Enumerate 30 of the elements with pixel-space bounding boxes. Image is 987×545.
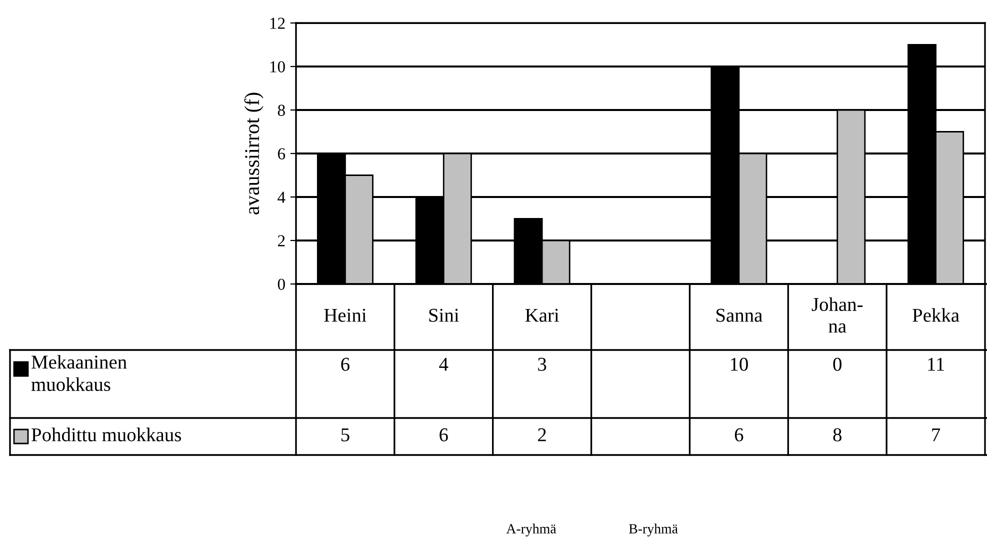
data-label: 0 [833, 358, 842, 371]
legend-label: Mekaaninen muokkaus [31, 355, 127, 392]
y-tick-label: 0 [278, 278, 285, 290]
y-tick-label: 12 [270, 18, 285, 29]
y-axis-title: avaussiirrot (f) [244, 92, 264, 214]
x-tick-label: Sini [429, 308, 459, 322]
y-tick-label: 2 [278, 235, 285, 246]
x-tick-label: Johan- na [812, 297, 863, 333]
data-label: 3 [538, 358, 546, 371]
y-tick-label: 4 [278, 192, 286, 203]
x-tick-label: Heini [324, 308, 366, 322]
data-label: 8 [833, 428, 842, 442]
data-label: 10 [730, 358, 748, 371]
text: A-ryhmä [506, 524, 556, 536]
data-label: 2 [538, 428, 546, 442]
text: B-ryhmä [629, 524, 678, 536]
data-label: 6 [440, 428, 448, 442]
data-label: 5 [341, 428, 350, 442]
x-tick-label: Pekka [912, 308, 960, 322]
data-label: 7 [932, 428, 940, 442]
data-label: 6 [341, 358, 350, 371]
data-label: 11 [928, 358, 944, 371]
data-label: 4 [439, 358, 448, 371]
data-label: 6 [734, 428, 744, 442]
legend-label: Pohdittu muokkaus [32, 428, 181, 442]
x-tick-label: Sanna [716, 308, 762, 322]
y-tick-label: 8 [278, 104, 285, 116]
x-tick-label: Kari [525, 308, 559, 322]
y-tick-label: 10 [270, 61, 285, 72]
y-tick-label: 6 [278, 148, 286, 160]
